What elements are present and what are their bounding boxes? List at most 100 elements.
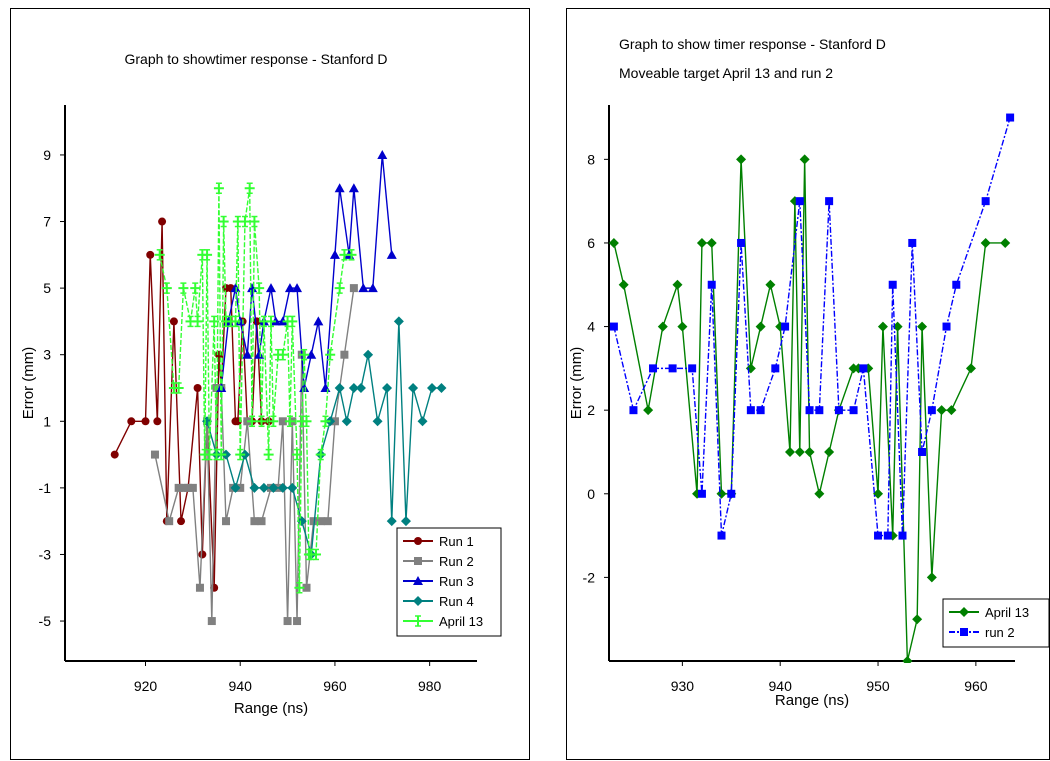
data-point — [254, 282, 265, 294]
data-point — [417, 416, 428, 427]
data-point — [235, 448, 246, 461]
data-point — [309, 517, 318, 526]
data-point — [618, 279, 629, 290]
data-point — [784, 446, 795, 457]
data-point — [1006, 113, 1015, 122]
series-april-13 — [154, 182, 357, 594]
data-point — [299, 348, 310, 361]
data-point — [266, 315, 276, 328]
data-point — [334, 382, 345, 393]
data-point — [382, 382, 393, 393]
data-point — [668, 364, 677, 373]
data-point — [400, 516, 411, 527]
y-axis-label: Error (mm) — [20, 347, 37, 419]
data-point — [257, 517, 266, 526]
data-point — [153, 417, 162, 426]
y-tick-label: -3 — [39, 546, 52, 562]
data-point — [165, 517, 174, 526]
data-point — [677, 321, 688, 332]
data-point — [737, 238, 746, 247]
y-tick-label: 6 — [587, 235, 595, 251]
data-point — [349, 284, 358, 293]
data-point — [256, 415, 267, 428]
data-point — [348, 382, 359, 393]
chart-title: Graph to showtimer response - Stanford D — [124, 51, 387, 67]
data-point — [287, 482, 298, 493]
data-point — [898, 531, 907, 540]
data-point — [247, 283, 258, 293]
data-point — [299, 382, 310, 392]
x-tick-label: 980 — [418, 678, 442, 694]
data-point — [883, 531, 892, 540]
data-point — [377, 149, 388, 159]
data-point — [367, 283, 378, 293]
x-tick-label: 930 — [671, 678, 695, 694]
data-point — [736, 154, 747, 165]
data-point — [258, 482, 269, 493]
data-point — [696, 237, 707, 248]
data-point — [150, 450, 159, 459]
data-point — [692, 488, 703, 499]
data-point — [213, 182, 224, 194]
legend-box — [942, 598, 1050, 648]
data-point — [873, 488, 884, 499]
data-point — [874, 531, 883, 540]
y-axis-label: Error (mm) — [568, 347, 585, 419]
y-tick-label: -5 — [39, 613, 52, 629]
x-tick-label: 920 — [134, 678, 158, 694]
data-point — [355, 382, 366, 393]
data-point — [296, 516, 307, 527]
data-point — [706, 237, 717, 248]
data-point — [887, 530, 898, 541]
data-point — [277, 348, 288, 361]
data-point — [198, 550, 207, 559]
legend-label: run 2 — [985, 625, 1015, 640]
data-point — [363, 349, 374, 360]
series-run-1 — [110, 217, 273, 592]
data-point — [408, 382, 419, 393]
x-axis-label: Range (ns) — [234, 700, 308, 717]
data-point — [688, 364, 697, 373]
legend: April 13 run 2 — [942, 598, 1050, 648]
data-point — [310, 548, 321, 561]
data-point — [230, 283, 241, 293]
legend-marker — [960, 628, 968, 636]
data-point — [195, 583, 204, 592]
data-point — [946, 405, 957, 416]
data-point — [877, 321, 888, 332]
y-tick-label: 9 — [43, 147, 51, 163]
data-point — [284, 283, 295, 293]
data-point — [174, 483, 183, 492]
data-point — [154, 249, 165, 261]
legend-label: April 13 — [985, 605, 1029, 620]
x-axis-label: Range (ns) — [775, 692, 849, 709]
right-chart-panel: Graph to show timer response - Stanford … — [566, 8, 1050, 760]
legend-marker — [413, 596, 423, 606]
x-tick-label: 960 — [323, 678, 347, 694]
data-point — [756, 406, 765, 415]
data-point — [209, 315, 220, 328]
series-run-2 — [150, 284, 358, 626]
data-point — [268, 415, 279, 428]
data-point — [250, 517, 259, 526]
legend: Run 1 Run 2 Run 3 Run 4 April 13 — [396, 527, 502, 637]
data-point — [917, 321, 928, 332]
data-point — [372, 416, 383, 427]
data-point — [190, 282, 201, 294]
data-point — [824, 446, 835, 457]
data-point — [794, 446, 805, 457]
data-point — [141, 417, 150, 426]
data-point — [908, 238, 917, 247]
x-tick-label: 960 — [964, 678, 988, 694]
data-point — [745, 363, 756, 374]
data-point — [608, 237, 619, 248]
data-point — [765, 279, 776, 290]
data-point — [254, 349, 265, 359]
data-point — [386, 249, 397, 259]
data-point — [306, 349, 317, 359]
data-point — [926, 572, 937, 583]
data-point — [341, 416, 352, 427]
legend-marker — [413, 576, 423, 585]
data-point — [202, 249, 213, 261]
data-point — [193, 383, 202, 392]
